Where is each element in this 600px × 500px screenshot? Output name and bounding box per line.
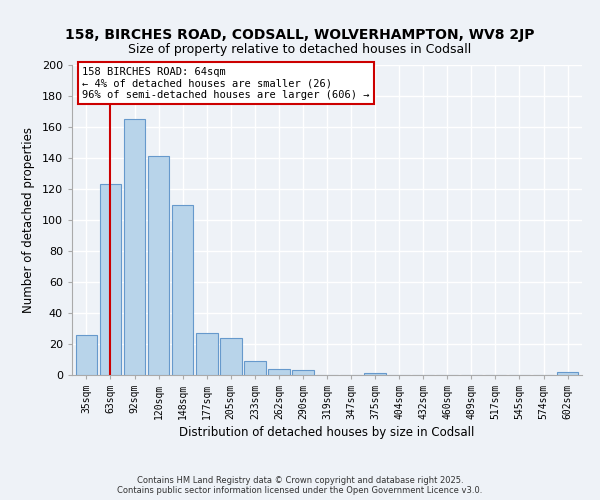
Text: Contains HM Land Registry data © Crown copyright and database right 2025.
Contai: Contains HM Land Registry data © Crown c… <box>118 476 482 495</box>
Bar <box>220 338 242 375</box>
Bar <box>364 374 386 375</box>
Bar <box>268 369 290 375</box>
Bar <box>76 334 97 375</box>
Bar <box>196 333 218 375</box>
Text: 158 BIRCHES ROAD: 64sqm
← 4% of detached houses are smaller (26)
96% of semi-det: 158 BIRCHES ROAD: 64sqm ← 4% of detached… <box>82 66 370 100</box>
Bar <box>100 184 121 375</box>
Bar <box>292 370 314 375</box>
Bar <box>557 372 578 375</box>
Y-axis label: Number of detached properties: Number of detached properties <box>22 127 35 313</box>
Bar <box>244 361 266 375</box>
X-axis label: Distribution of detached houses by size in Codsall: Distribution of detached houses by size … <box>179 426 475 439</box>
Text: Size of property relative to detached houses in Codsall: Size of property relative to detached ho… <box>128 42 472 56</box>
Bar <box>172 204 193 375</box>
Bar <box>124 119 145 375</box>
Text: 158, BIRCHES ROAD, CODSALL, WOLVERHAMPTON, WV8 2JP: 158, BIRCHES ROAD, CODSALL, WOLVERHAMPTO… <box>65 28 535 42</box>
Bar <box>148 156 169 375</box>
